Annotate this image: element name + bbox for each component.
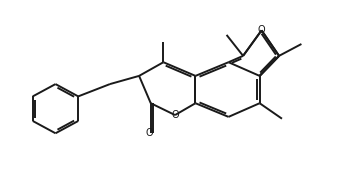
Text: O: O: [145, 128, 153, 138]
Text: O: O: [258, 25, 266, 35]
Text: O: O: [171, 110, 179, 120]
